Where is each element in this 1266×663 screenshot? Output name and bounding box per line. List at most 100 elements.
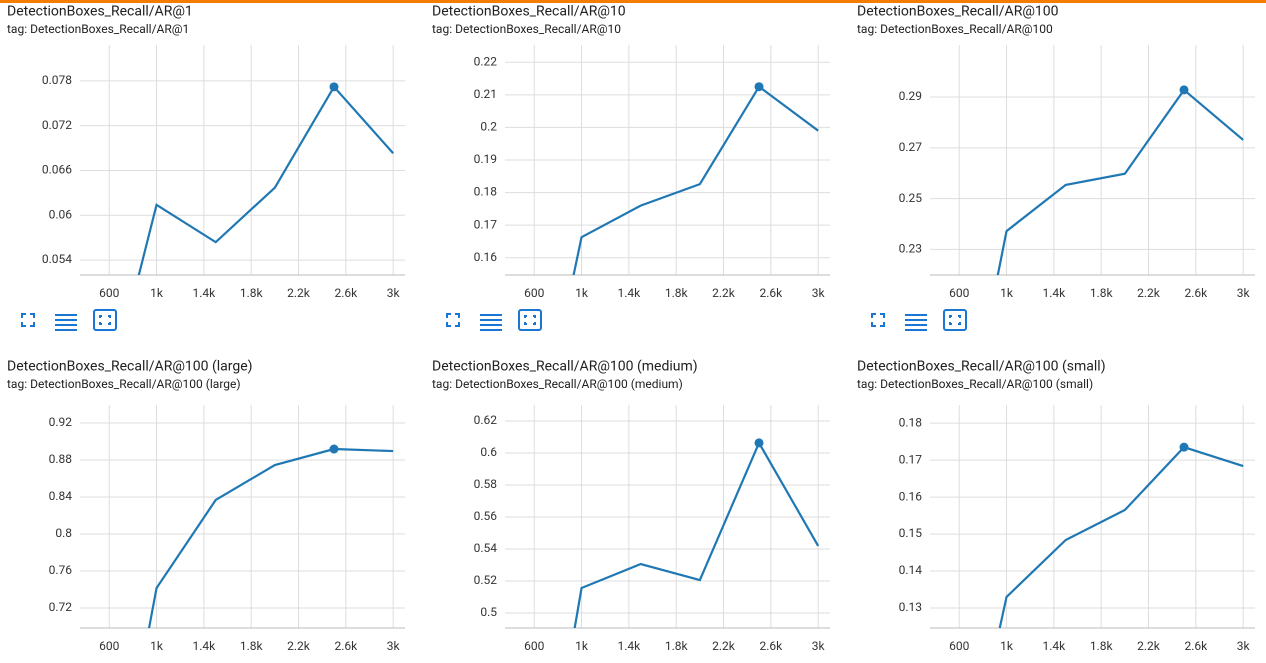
x-tick-label: 2.2k: [1137, 639, 1161, 653]
x-tick-label: 3k: [1237, 639, 1251, 653]
data-table-icon[interactable]: [55, 314, 77, 331]
x-tick-label: 2.6k: [1184, 286, 1208, 300]
y-tick-label: 0.58: [474, 477, 498, 491]
y-tick-label: 0.078: [42, 73, 72, 87]
y-tick-label: 0.6: [480, 445, 497, 459]
y-tick-label: 0.054: [42, 252, 72, 266]
x-tick-label: 1.8k: [665, 286, 689, 300]
x-tick-label: 600: [949, 286, 969, 300]
x-tick-label: 1.8k: [240, 286, 264, 300]
y-tick-label: 0.52: [474, 573, 498, 587]
x-tick-label: 2.6k: [759, 639, 783, 653]
y-tick-label: 0.76: [49, 563, 73, 577]
y-tick-label: 0.18: [899, 415, 923, 429]
chart-title: DetectionBoxes_Recall/AR@10: [432, 4, 626, 20]
x-tick-label: 3k: [812, 639, 826, 653]
chart-toolbar: [21, 309, 967, 331]
y-tick-label: 0.72: [49, 600, 73, 614]
x-tick-label: 600: [524, 639, 544, 653]
fullscreen-icon[interactable]: [21, 313, 35, 327]
x-tick-label: 2.6k: [1184, 639, 1208, 653]
chart-tag: tag: DetectionBoxes_Recall/AR@100: [857, 22, 1053, 36]
x-tick-label: 1.8k: [1090, 286, 1114, 300]
chart: DetectionBoxes_Recall/AR@100 tag: Detecti…: [857, 4, 1255, 300]
x-tick-label: 2.6k: [334, 639, 358, 653]
x-tick-label: 2.2k: [287, 639, 311, 653]
y-tick-label: 0.84: [49, 489, 73, 503]
fit-domain-icon[interactable]: [93, 309, 117, 331]
chart-tag: tag: DetectionBoxes_Recall/AR@100 (mediu…: [432, 377, 683, 391]
x-tick-label: 2.2k: [712, 286, 736, 300]
y-tick-label: 0.2: [480, 120, 497, 134]
data-line: [573, 440, 820, 628]
x-tick-label: 2.2k: [712, 639, 736, 653]
y-tick-label: 0.21: [474, 87, 497, 101]
x-tick-label: 2.2k: [287, 286, 311, 300]
hover-point: [1179, 442, 1189, 452]
x-tick-label: 1.8k: [665, 639, 689, 653]
y-tick-label: 0.22: [474, 54, 498, 68]
data-line: [998, 445, 1244, 628]
data-line: [572, 85, 819, 275]
y-tick-label: 0.16: [474, 250, 498, 264]
x-tick-label: 3k: [1237, 286, 1251, 300]
x-tick-label: 2.6k: [334, 286, 358, 300]
chart: DetectionBoxes_Recall/AR@100 (medium) tag…: [432, 359, 830, 653]
y-tick-label: 0.14: [899, 563, 923, 577]
y-tick-label: 0.06: [49, 207, 73, 221]
fullscreen-icon[interactable]: [446, 313, 460, 327]
fit-domain-icon[interactable]: [518, 309, 542, 331]
x-tick-label: 600: [524, 286, 544, 300]
y-tick-label: 0.18: [474, 185, 498, 199]
x-tick-label: 3k: [812, 286, 826, 300]
chart: DetectionBoxes_Recall/AR@10 tag: Detectio…: [432, 4, 830, 300]
y-tick-label: 0.29: [899, 89, 922, 103]
y-tick-label: 0.17: [474, 217, 498, 231]
chart-tag: tag: DetectionBoxes_Recall/AR@100 (large…: [7, 377, 241, 391]
x-tick-label: 1k: [1000, 639, 1014, 653]
y-tick-label: 0.17: [899, 452, 923, 466]
chart-title: DetectionBoxes_Recall/AR@100 (small): [857, 359, 1106, 375]
data-table-icon[interactable]: [905, 314, 927, 331]
y-tick-label: 0.13: [899, 600, 922, 614]
x-tick-label: 1.4k: [1043, 286, 1067, 300]
y-tick-label: 0.62: [474, 413, 498, 427]
x-tick-label: 1.8k: [1090, 639, 1114, 653]
hover-point: [754, 82, 764, 92]
y-tick-label: 0.15: [899, 526, 923, 540]
chart-tag: tag: DetectionBoxes_Recall/AR@1: [7, 22, 189, 36]
y-tick-label: 0.066: [42, 163, 72, 177]
header-bar: [0, 0, 1266, 3]
x-tick-label: 2.6k: [759, 286, 783, 300]
hover-point: [329, 82, 339, 92]
data-line: [996, 88, 1244, 275]
chart-tag: tag: DetectionBoxes_Recall/AR@100 (small…: [857, 377, 1093, 391]
y-tick-label: 0.5: [480, 605, 497, 619]
x-tick-label: 1.4k: [618, 286, 642, 300]
x-tick-label: 1.8k: [240, 639, 264, 653]
y-tick-label: 0.072: [42, 118, 72, 132]
x-tick-label: 1k: [575, 639, 589, 653]
y-tick-label: 0.19: [474, 152, 497, 166]
hover-point: [329, 444, 339, 454]
fullscreen-icon[interactable]: [871, 313, 885, 327]
chart-title: DetectionBoxes_Recall/AR@100 (medium): [432, 359, 698, 375]
chart: DetectionBoxes_Recall/AR@100 (small) tag:…: [857, 359, 1255, 653]
x-tick-label: 3k: [387, 639, 401, 653]
x-tick-label: 1.4k: [193, 639, 217, 653]
data-line: [137, 84, 394, 275]
data-table-icon[interactable]: [480, 314, 502, 331]
fit-domain-icon[interactable]: [943, 309, 967, 331]
y-tick-label: 0.25: [899, 191, 923, 205]
data-line: [147, 447, 394, 628]
y-tick-label: 0.8: [55, 526, 72, 540]
x-tick-label: 1k: [150, 286, 164, 300]
chart: DetectionBoxes_Recall/AR@100 (large) tag:…: [7, 359, 405, 653]
x-tick-label: 3k: [387, 286, 401, 300]
y-tick-label: 0.54: [474, 541, 498, 555]
x-tick-label: 600: [99, 639, 119, 653]
hover-point: [1179, 85, 1189, 95]
x-tick-label: 1.4k: [618, 639, 642, 653]
chart-tag: tag: DetectionBoxes_Recall/AR@10: [432, 22, 621, 36]
